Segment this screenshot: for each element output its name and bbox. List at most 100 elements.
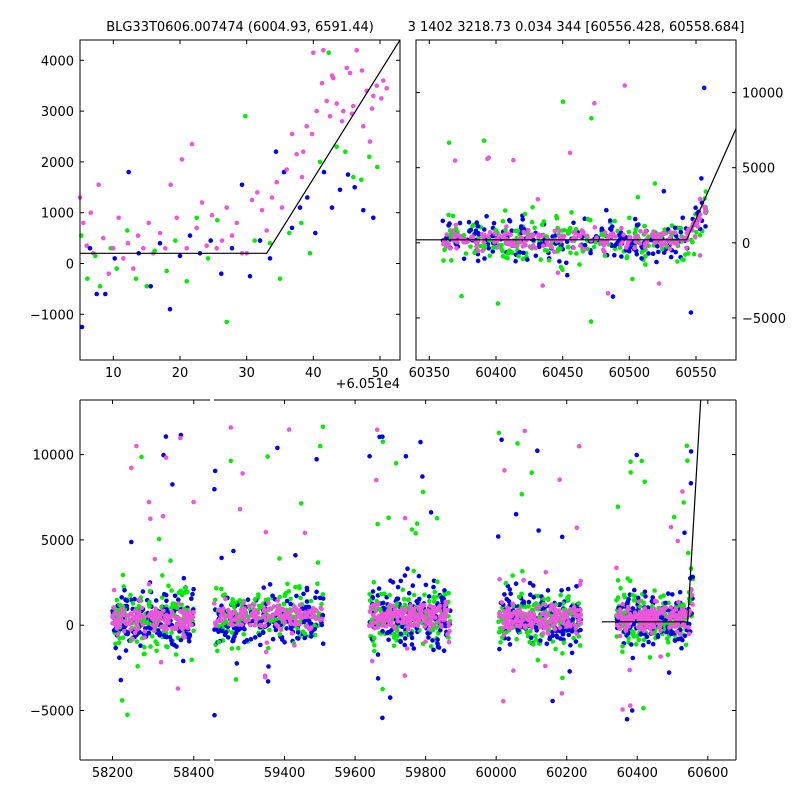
data-point [446, 140, 452, 146]
data-point [263, 649, 269, 655]
data-point [129, 465, 134, 471]
data-point [540, 283, 545, 288]
data-point [666, 670, 672, 675]
data-point [482, 227, 487, 232]
data-point [519, 621, 524, 627]
data-point [574, 251, 579, 256]
data-point [389, 619, 394, 624]
data-point [441, 258, 446, 263]
data-point [668, 230, 673, 235]
data-point [93, 253, 98, 259]
data-point [541, 243, 546, 248]
data-point [369, 658, 375, 664]
data-point [446, 590, 451, 596]
data-point [543, 663, 548, 669]
data-point [182, 634, 187, 640]
data-point [367, 453, 372, 459]
data-point [309, 131, 315, 137]
data-point [675, 621, 681, 627]
data-point [634, 252, 640, 257]
data-point [297, 622, 302, 627]
data-point [311, 50, 316, 55]
data-point [375, 618, 381, 623]
data-point [252, 602, 257, 608]
data-point [178, 588, 183, 594]
data-point [556, 615, 561, 621]
data-point [416, 573, 422, 579]
data-point [159, 595, 165, 600]
data-point [242, 626, 247, 632]
data-point [394, 596, 400, 602]
data-point [150, 634, 155, 639]
data-point [674, 629, 680, 635]
data-point [632, 216, 638, 222]
data-point [643, 594, 648, 599]
data-point [266, 645, 271, 651]
data-point [293, 553, 298, 558]
data-point [557, 259, 562, 264]
data-point [229, 233, 235, 238]
data-point [502, 208, 508, 213]
data-point [652, 598, 658, 604]
data-point [703, 224, 708, 229]
data-point [306, 604, 312, 610]
data-point [386, 637, 391, 643]
data-point [432, 610, 437, 615]
data-point [123, 648, 129, 653]
data-point [608, 232, 613, 237]
data-point [153, 617, 159, 623]
data-point [212, 486, 217, 492]
data-point [629, 642, 634, 647]
data-point [615, 615, 621, 620]
data-point [157, 240, 163, 246]
data-point [371, 215, 376, 221]
data-point [632, 587, 637, 593]
data-point [510, 243, 515, 248]
data-point [544, 610, 549, 616]
data-point [371, 580, 377, 585]
data-point [289, 131, 295, 137]
data-point [662, 606, 667, 611]
data-point [540, 631, 546, 636]
data-point [476, 235, 481, 240]
data-point [334, 144, 340, 149]
data-point [110, 613, 115, 619]
data-point [547, 636, 552, 642]
data-point [403, 454, 409, 459]
data-point [639, 256, 644, 261]
data-point [147, 588, 153, 594]
data-point [644, 238, 650, 243]
data-point [317, 443, 323, 449]
data-point [610, 294, 616, 299]
data-point [420, 474, 425, 479]
data-point [367, 623, 372, 628]
data-point [139, 605, 145, 611]
data-point [247, 273, 253, 279]
data-point [561, 628, 566, 633]
data-point [685, 458, 690, 464]
data-point [426, 608, 431, 613]
data-point [404, 646, 410, 651]
data-point [146, 220, 151, 226]
data-point [510, 238, 516, 243]
data-point [599, 239, 605, 245]
data-point [236, 645, 241, 651]
data-point [392, 631, 397, 637]
data-point [517, 250, 523, 255]
data-point [568, 607, 573, 612]
data-point [347, 70, 353, 76]
data-point [672, 225, 678, 231]
data-point [351, 103, 356, 109]
data-point [111, 587, 117, 593]
data-point [252, 635, 258, 640]
data-point [274, 179, 280, 185]
data-point [526, 599, 532, 605]
data-point [352, 185, 358, 190]
data-point [574, 525, 580, 531]
data-point [682, 530, 687, 536]
data-point [419, 608, 424, 614]
data-point [635, 194, 641, 200]
data-point [205, 256, 211, 261]
data-point [665, 652, 671, 658]
data-point [402, 642, 408, 648]
